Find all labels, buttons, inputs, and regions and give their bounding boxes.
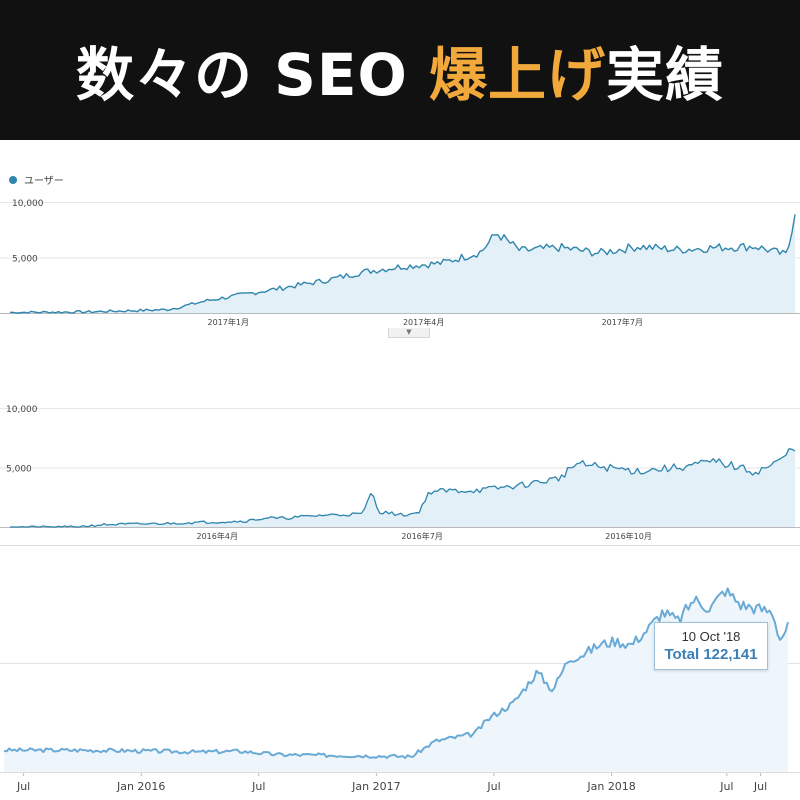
collapse-handle[interactable]: ▼ — [388, 328, 430, 338]
x-tick-label: 2017年7月 — [602, 317, 643, 327]
x-tick-label: Jan 2017 — [351, 780, 400, 793]
y-tick-label: 10,000 — [12, 199, 44, 209]
legend-marker — [9, 176, 17, 184]
title-banner: 数々の SEO 爆上げ実績 — [0, 0, 800, 140]
series-area — [10, 214, 795, 313]
series-line — [10, 448, 796, 528]
y-tick-label: 5,000 — [12, 255, 38, 265]
series-line — [3, 587, 789, 759]
series-area — [4, 588, 788, 772]
x-tick-label: Jul — [16, 780, 30, 793]
banner-title-accent: 爆上げ — [429, 41, 607, 109]
search-console-chart: Jul Jan 2016 Jul Jan 2017 Jul Jan 2018 Jul Jul — [0, 587, 800, 793]
x-tick-label: Jan 2018 — [586, 780, 635, 793]
y-tick-label: 10,000 — [6, 405, 38, 415]
x-tick-label: Jul — [753, 780, 767, 793]
x-tick-label: 2016年10月 — [605, 531, 652, 541]
y-tick-label: 5,000 — [6, 465, 32, 475]
x-tick-label: Jan 2016 — [116, 780, 165, 793]
x-tick-label: Jul — [486, 780, 500, 793]
x-tick-label: 2017年4月 — [403, 317, 444, 327]
banner-title: 数々の SEO 爆上げ実績 — [76, 28, 724, 112]
banner-title-part1: 数々の SEO — [75, 41, 430, 109]
x-tick-label: 2017年1月 — [208, 317, 249, 327]
x-tick-label: Jul — [719, 780, 733, 793]
tooltip-total: Total 122,141 — [664, 646, 758, 663]
tooltip-date: 10 Oct '18 — [681, 629, 741, 644]
chart-tooltip: 10 Oct '18 Total 122,141 — [654, 622, 768, 670]
x-tick-label: 2016年7月 — [401, 531, 442, 541]
x-tick-label: Jul — [251, 780, 265, 793]
series-area — [10, 448, 795, 527]
users-chart-2017: ユーザー 10,000 5,000 2017年1月 2017年4月 2017年7月 — [0, 175, 800, 327]
x-tick-label: 2016年4月 — [197, 531, 238, 541]
banner-title-part2: 実績 — [606, 41, 725, 109]
series-line — [9, 214, 796, 314]
users-chart-2016: 10,000 5,000 2016年4月 2016年7月 2016年10月 — [0, 405, 800, 546]
legend-label: ユーザー — [24, 175, 64, 187]
